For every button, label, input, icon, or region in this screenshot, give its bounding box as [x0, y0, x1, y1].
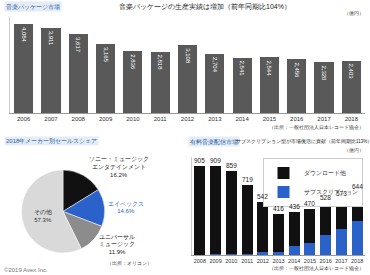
svg-text:2009: 2009 — [209, 258, 221, 264]
svg-text:905: 905 — [194, 157, 205, 164]
svg-text:ソニー・ミュージックエンタテインメント16.2%: ソニー・ミュージックエンタテインメント16.2% — [89, 156, 149, 178]
svg-text:2012: 2012 — [257, 258, 269, 264]
svg-text:3,165: 3,165 — [103, 47, 109, 63]
svg-text:（出所：一般社団法人日本レコード協会）: （出所：一般社団法人日本レコード協会） — [269, 265, 364, 271]
svg-text:（出所：一般社団法人日本レコード協会）: （出所：一般社団法人日本レコード協会） — [269, 124, 364, 130]
svg-text:2008: 2008 — [194, 258, 206, 264]
svg-text:音楽パッケージの生産実績は増加（前年同期比104%）: 音楽パッケージの生産実績は増加（前年同期比104%） — [119, 2, 291, 11]
svg-text:（出所：オリコン）: （出所：オリコン） — [107, 260, 152, 266]
svg-text:719: 719 — [242, 176, 253, 183]
svg-text:2016: 2016 — [290, 116, 304, 122]
svg-text:2018年メーカー別セールスシェア: 2018年メーカー別セールスシェア — [6, 138, 97, 144]
svg-text:有料音楽配信市場: 有料音楽配信市場 — [190, 138, 238, 145]
svg-text:サブスクリプション: サブスクリプション — [304, 188, 358, 195]
svg-text:エイベックス14.6%: エイベックス14.6% — [108, 201, 144, 215]
svg-text:2009: 2009 — [99, 116, 113, 122]
svg-text:2013: 2013 — [208, 116, 222, 122]
svg-text:©2019 Avex Inc.: ©2019 Avex Inc. — [4, 267, 48, 273]
svg-text:（億円）: （億円） — [344, 10, 364, 16]
svg-text:2010: 2010 — [225, 258, 237, 264]
svg-text:644: 644 — [352, 183, 363, 190]
svg-text:2008: 2008 — [72, 116, 86, 122]
svg-text:416: 416 — [273, 205, 284, 212]
svg-text:2010: 2010 — [126, 116, 140, 122]
svg-text:ユニバーサルミュージック11.9%: ユニバーサルミュージック11.9% — [99, 234, 135, 256]
svg-text:2017: 2017 — [317, 116, 331, 122]
svg-text:2,320: 2,320 — [321, 65, 327, 81]
svg-text:（億円）: （億円） — [344, 147, 364, 153]
svg-text:4,084: 4,084 — [21, 27, 27, 43]
svg-text:2011: 2011 — [241, 258, 253, 264]
svg-text:2015: 2015 — [263, 116, 277, 122]
svg-text:サブスクリプション型が市場復活に貢献（前年同期比113%）: サブスクリプション型が市場復活に貢献（前年同期比113%） — [236, 138, 370, 144]
svg-text:2,541: 2,541 — [239, 61, 245, 77]
svg-text:3,617: 3,617 — [75, 37, 81, 53]
svg-text:2007: 2007 — [44, 116, 58, 122]
svg-text:573: 573 — [336, 190, 347, 197]
svg-text:2016: 2016 — [320, 258, 332, 264]
svg-text:その他57.3%: その他57.3% — [34, 209, 52, 223]
svg-text:2013: 2013 — [272, 258, 284, 264]
svg-text:2,544: 2,544 — [266, 60, 272, 76]
svg-text:2012: 2012 — [181, 116, 195, 122]
svg-text:ダウンロード他: ダウンロード他 — [304, 170, 346, 176]
svg-text:859: 859 — [226, 162, 237, 169]
svg-text:470: 470 — [304, 200, 315, 207]
svg-text:436: 436 — [289, 203, 300, 210]
svg-text:2011: 2011 — [154, 116, 168, 122]
svg-text:2014: 2014 — [235, 116, 249, 122]
svg-text:2018: 2018 — [351, 258, 363, 264]
svg-text:2,818: 2,818 — [157, 55, 163, 71]
svg-text:909: 909 — [210, 157, 221, 164]
svg-text:528: 528 — [320, 194, 331, 201]
svg-text:音楽パッケージ市場: 音楽パッケージ市場 — [6, 3, 60, 10]
svg-text:2014: 2014 — [288, 258, 300, 264]
svg-text:2015: 2015 — [304, 258, 316, 264]
svg-text:2,456: 2,456 — [294, 62, 300, 78]
svg-text:2018: 2018 — [345, 116, 359, 122]
svg-text:2,704: 2,704 — [212, 57, 218, 73]
svg-text:3,108: 3,108 — [185, 48, 191, 64]
svg-text:2017: 2017 — [335, 258, 347, 264]
svg-text:2006: 2006 — [17, 116, 31, 122]
svg-text:542: 542 — [257, 193, 268, 200]
svg-text:3,911: 3,911 — [48, 31, 54, 46]
svg-text:2,403: 2,403 — [348, 64, 354, 80]
svg-text:2,836: 2,836 — [130, 54, 136, 70]
